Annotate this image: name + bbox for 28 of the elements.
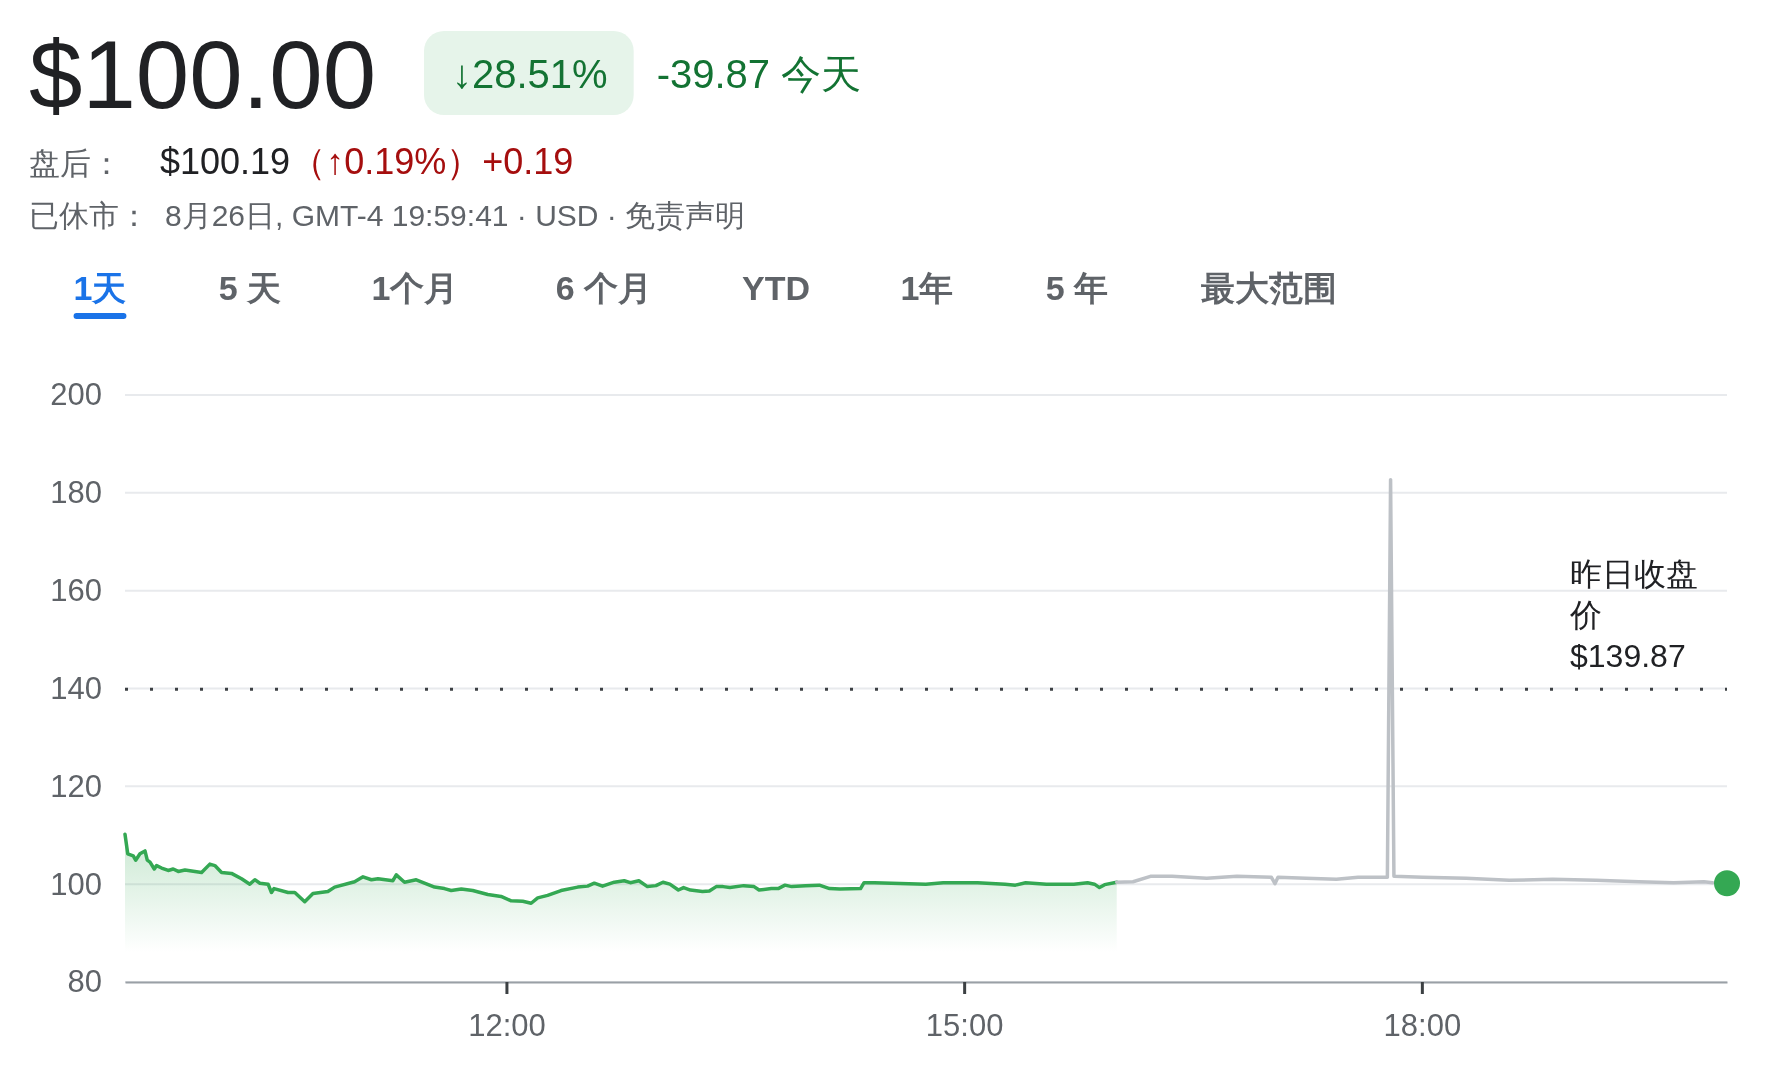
text: YTD [742, 269, 810, 307]
y-tick-label: 120 [50, 768, 102, 804]
y-tick-label: 140 [50, 670, 102, 706]
text: -39.87 今天 [656, 52, 862, 96]
text: $100.19 [160, 141, 291, 182]
text: 1个月 [371, 269, 459, 307]
y-tick-label: 80 [67, 964, 102, 1000]
y-tick-label: 200 [50, 377, 102, 413]
text: 盘后： [29, 146, 122, 181]
x-tick-label: 18:00 [1383, 1008, 1462, 1044]
text: +0.19 [482, 141, 574, 182]
y-tick-label: 100 [50, 866, 102, 902]
ref-line-label: 昨日收盘价 $139.87 [1569, 556, 1698, 675]
chart-title: $100.00 [29, 21, 377, 128]
text: 1天 [73, 269, 127, 307]
text: 最大范围 [1201, 269, 1337, 307]
x-tick-label: 15:00 [925, 1008, 1004, 1044]
y-tick-label: 160 [50, 573, 102, 609]
text: 5 年 [1045, 269, 1109, 307]
text: 8月26日, GMT-4 19:59:41 · USD · 免责声明 [165, 199, 746, 232]
y-tick-label: 180 [50, 475, 102, 511]
x-tick-label: 12:00 [468, 1008, 546, 1044]
text: 5 天 [218, 269, 282, 307]
text: 已休市： [29, 199, 149, 232]
text: ↓28.51% [452, 52, 608, 96]
text: 1年 [900, 269, 954, 307]
text: （↑0.19%） [290, 141, 483, 182]
text: 6 个月 [555, 269, 653, 307]
